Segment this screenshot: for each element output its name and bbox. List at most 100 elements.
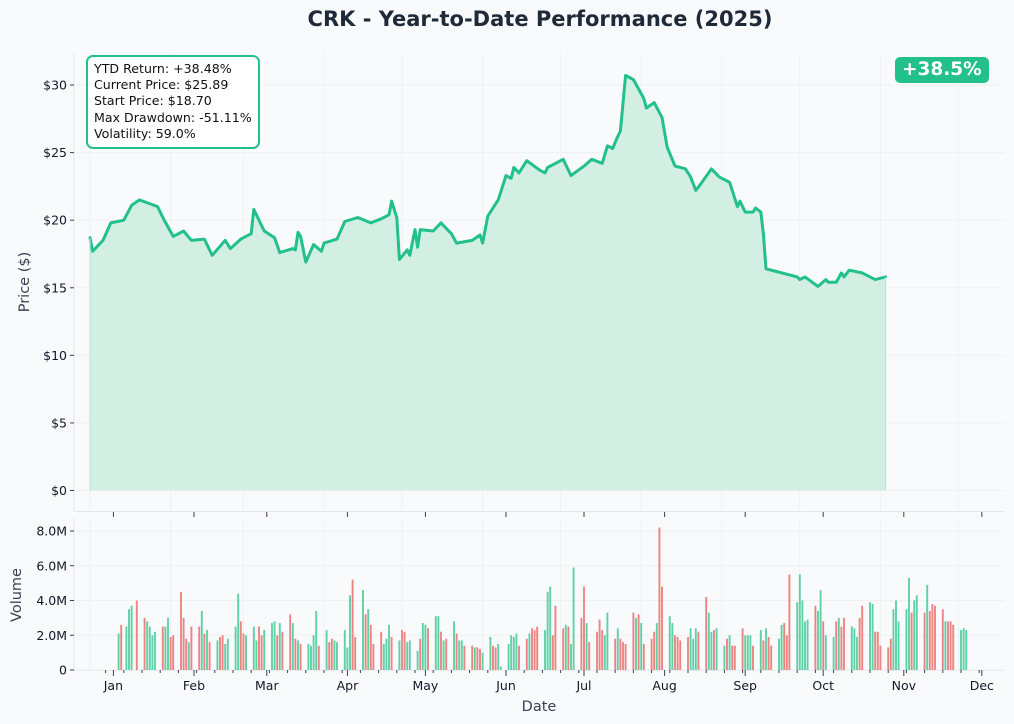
volume-bar: [453, 621, 455, 670]
volume-bar: [944, 621, 947, 670]
volume-bar: [861, 605, 864, 670]
volume-bar: [679, 640, 682, 670]
x-tick-label: Jul: [575, 678, 591, 693]
price-line: [88, 74, 888, 288]
volume-bar: [640, 623, 643, 670]
volume-bar: [549, 586, 552, 670]
volume-bar: [689, 628, 692, 670]
volume-bar: [622, 642, 624, 670]
volume-bar: [655, 623, 658, 670]
volume-bar: [544, 630, 546, 670]
volume-bar: [333, 640, 336, 670]
volume-bar: [814, 605, 817, 670]
volume-bar: [580, 617, 583, 671]
price-y-tick-label: $20: [43, 213, 67, 228]
volume-bar: [408, 640, 411, 670]
volume-bar: [606, 612, 609, 670]
volume-bar: [120, 624, 123, 670]
volume-bar: [167, 617, 169, 671]
volume-bar: [239, 621, 242, 670]
volume-bar: [172, 635, 175, 670]
volume-grid: [74, 518, 1004, 671]
volume-bar: [440, 631, 442, 670]
volume-bar: [117, 633, 120, 670]
volume-bar: [887, 647, 890, 670]
volume-bar: [832, 636, 835, 670]
volume-bar: [154, 631, 156, 670]
volume-bar: [895, 600, 897, 670]
volume-bar: [533, 630, 536, 670]
volume-bar: [216, 640, 219, 670]
volume-bar: [817, 610, 819, 670]
x-ticks: Jan Feb Mar Apr May Jun Jul Aug Sep Oct Nov Dec: [103, 512, 994, 693]
volume-bar: [759, 630, 762, 670]
volume-bar: [297, 640, 299, 670]
volume-bars: [117, 527, 968, 671]
volume-bar: [226, 638, 229, 670]
volume-bar: [403, 631, 406, 670]
volume-bar: [135, 600, 138, 670]
volume-bar: [419, 638, 422, 670]
volume-bar: [637, 614, 640, 670]
volume-bar: [726, 638, 728, 670]
volume-bar: [674, 635, 676, 670]
volume-bar: [473, 647, 476, 670]
volume-bar: [835, 621, 838, 670]
price-y-tick-label: $15: [43, 280, 67, 295]
volume-bar: [806, 619, 809, 670]
volume-bar: [458, 640, 461, 670]
volume-bar: [819, 590, 822, 670]
volume-bar: [531, 628, 533, 670]
volume-bar: [234, 626, 237, 670]
volume-bar: [752, 645, 754, 670]
volume-bar: [931, 603, 934, 670]
volume-bar: [546, 591, 549, 670]
volume-bar: [843, 617, 845, 671]
volume-bar: [892, 609, 895, 670]
volume-bar: [949, 621, 952, 670]
price-y-tick-label: $5: [51, 415, 67, 430]
volume-bar: [143, 617, 146, 671]
volume-bar: [928, 610, 931, 670]
volume-bar: [788, 574, 791, 670]
volume-bar: [351, 579, 354, 670]
volume-bar: [960, 630, 962, 670]
volume-bar: [585, 623, 588, 670]
x-tick-label: Jan: [103, 678, 123, 693]
volume-bar: [624, 643, 627, 670]
volume-bar: [570, 643, 572, 670]
stats-volatility: Volatility: 59.0%: [94, 125, 196, 141]
return-badge: +38.5%: [895, 57, 989, 83]
volume-bar: [746, 635, 749, 670]
volume-bar: [598, 619, 601, 670]
volume-bar: [632, 612, 635, 670]
volume-bar: [518, 645, 520, 670]
volume-bar: [497, 643, 500, 670]
volume-bar: [658, 527, 661, 670]
volume-bar: [850, 626, 853, 670]
volume-bar: [125, 626, 128, 670]
x-tick-label: Jun: [495, 678, 516, 693]
volume-bar: [728, 635, 731, 670]
volume-bar: [169, 636, 172, 670]
volume-bar: [294, 638, 297, 670]
volume-bar: [653, 631, 656, 670]
volume-y-tick-label: 4.0M: [36, 593, 67, 608]
volume-bar: [489, 636, 492, 670]
volume-bar: [588, 642, 591, 670]
volume-bar: [525, 638, 528, 670]
volume-bar: [278, 623, 281, 670]
volume-bar: [661, 586, 663, 670]
volume-bar: [455, 633, 458, 670]
volume-bar: [148, 626, 151, 670]
volume-bar: [180, 591, 182, 670]
volume-bar: [471, 645, 474, 670]
volume-bar: [190, 626, 193, 670]
volume-bar: [564, 624, 567, 670]
volume-y-ticks: 0 2.0M 4.0M 6.0M 8.0M: [36, 524, 74, 678]
price-y-tick-label: $25: [43, 145, 67, 160]
volume-bar: [889, 638, 892, 670]
volume-bar: [767, 636, 770, 670]
volume-bar: [614, 638, 617, 670]
volume-bar: [312, 635, 315, 670]
